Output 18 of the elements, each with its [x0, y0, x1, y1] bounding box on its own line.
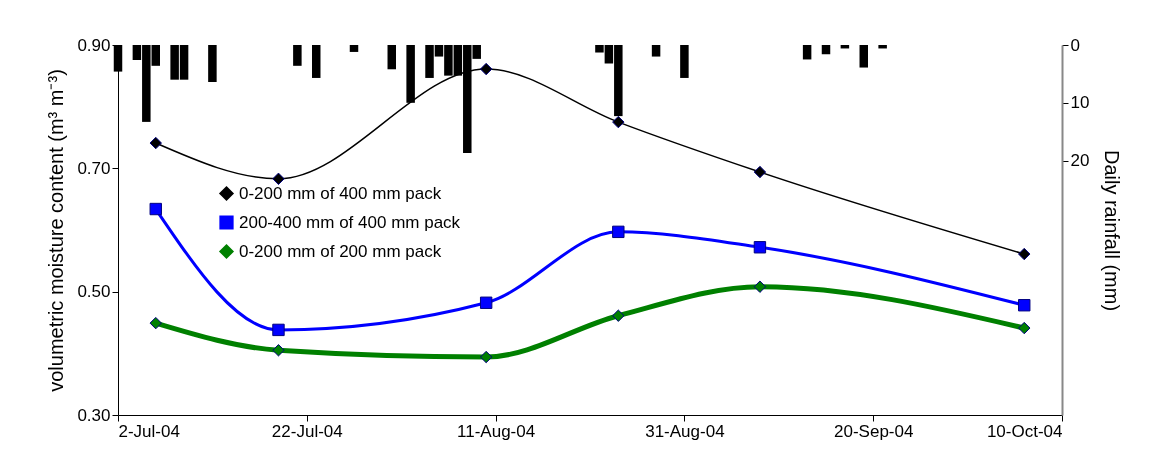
y-tick-label: 0.30	[77, 405, 111, 425]
x-tick-label: 20-Sep-04	[834, 421, 914, 441]
x-tick-label: 22-Jul-04	[271, 421, 343, 441]
legend-label: 0-200 mm of 200 mm pack	[239, 241, 442, 261]
x-tick-label: 2-Jul-04	[118, 421, 180, 441]
y-axis-title: volumetric moisture content (m³ m⁻³)	[45, 69, 68, 392]
legend-label: 200-400 mm of 400 mm pack	[239, 212, 461, 232]
x-tick-label: 31-Aug-04	[645, 421, 725, 441]
y-tick-label: 0.90	[77, 35, 111, 55]
legend-label: 0-200 mm of 400 mm pack	[239, 183, 442, 203]
y-tick-label: 0.50	[77, 282, 111, 302]
x-tick-label: 11-Aug-04	[457, 421, 536, 441]
x-tick-label: 10-Oct-04	[986, 421, 1063, 441]
y2-tick-label: 20	[1070, 151, 1090, 171]
y-tick-label: 0.70	[77, 158, 111, 178]
y2-tick-label: 0	[1070, 35, 1080, 55]
y2-tick-label: 10	[1070, 93, 1090, 113]
y2-axis-title: Daily rainfall (mm)	[1101, 149, 1124, 312]
